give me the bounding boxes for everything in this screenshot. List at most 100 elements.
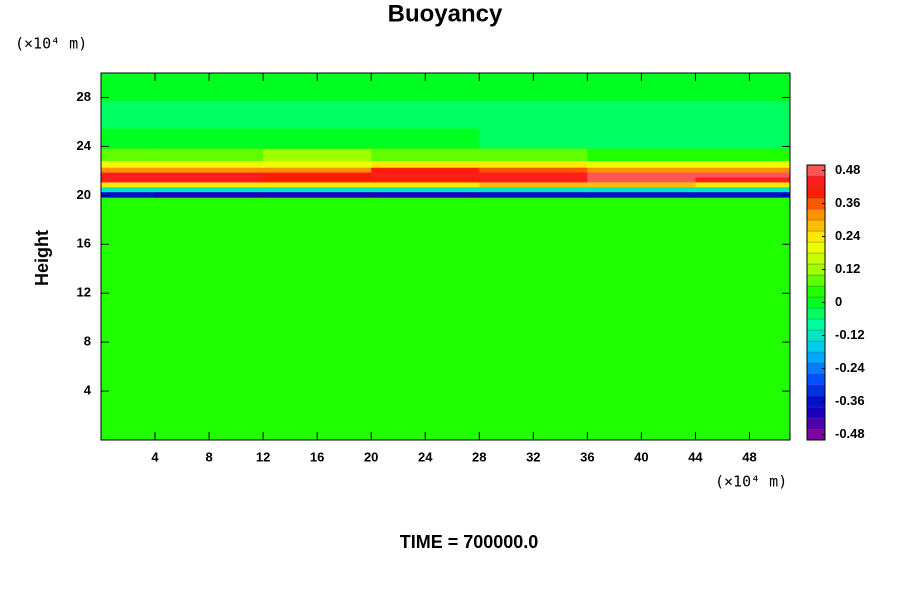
field-cell [263,186,372,193]
field-cell [155,172,264,178]
field-cell [479,181,588,188]
colorbar-tick-label: -0.24 [835,360,865,375]
y-tick-label: 8 [84,334,91,349]
x-tick-label: 28 [472,449,486,464]
field-cell [155,197,264,260]
colorbar-swatch [806,318,826,331]
colorbar: -0.48 -0.36 -0.24 -0.12 0 0.12 0.24 0.36 0.48 [806,162,865,441]
field-cell [587,258,696,380]
field-cell [155,186,264,193]
field-cell [695,181,791,188]
field-cell [479,100,588,129]
field-cell [587,181,696,188]
field-cell [371,378,480,441]
field-cell [101,197,156,260]
field-cell [587,128,696,149]
field-cell [479,128,588,149]
field-cell [263,378,372,441]
field-cell [587,100,696,129]
colorbar-swatch [806,285,826,298]
colorbar-swatch [806,417,826,430]
field-cell [371,148,480,161]
field-cell [695,148,791,161]
field-cell [101,181,156,188]
field-cell [155,258,264,380]
field-cell [371,181,480,188]
x-tick-label: 4 [151,449,159,464]
x-tick-label: 32 [526,449,540,464]
field-cell [479,160,588,168]
colorbar-swatch [806,219,826,232]
x-unit-label: (×10⁴ m) [715,473,787,491]
colorbar-swatch [806,406,826,419]
field-cell [371,167,480,173]
field-cell [587,186,696,193]
field-cell [371,191,480,198]
field-cell [101,186,156,193]
field-cell [101,73,156,102]
field-cell [587,378,696,441]
field-cell [263,258,372,380]
field-cell [695,191,791,198]
field-cell [479,191,588,198]
field-cell [155,100,264,129]
field-cell [587,176,696,183]
colorbar-tick-label: 0.24 [835,228,861,243]
x-tick-label: 40 [634,449,648,464]
field-cell [155,378,264,441]
colorbar-swatch [806,351,826,364]
x-tick-label: 48 [742,449,756,464]
field-cell [371,172,480,178]
field-cell [695,378,791,441]
field-cell [479,176,588,183]
colorbar-swatch [806,186,826,199]
field-cell [479,172,588,178]
field-cell [587,191,696,198]
colorbar-swatch [806,274,826,287]
field-cell [479,197,588,260]
colorbar-swatch [806,252,826,265]
y-tick-label: 16 [77,236,91,251]
field-cell [155,167,264,173]
field-cell [101,100,156,129]
field-cell [263,128,372,149]
field-cell [263,191,372,198]
field-cell [101,148,156,161]
field-cell [587,172,696,178]
field-cell [101,172,156,178]
colorbar-swatch [806,340,826,353]
x-tick-label: 12 [256,449,270,464]
field-cell [479,167,588,173]
field-cell [263,197,372,260]
x-tick-label: 44 [688,449,703,464]
field-cell [155,176,264,183]
y-unit-label: (×10⁴ m) [15,35,87,53]
y-tick-label: 28 [77,89,91,104]
field-cell [587,167,696,173]
field-cell [587,160,696,168]
colorbar-swatch [806,241,826,254]
field-cell [695,167,791,173]
colorbar-swatch [806,175,826,188]
field-cell [371,186,480,193]
field-cell [101,160,156,168]
field-cell [587,148,696,161]
field-cell [155,160,264,168]
y-axis-label: Height [32,230,52,286]
x-tick-label: 20 [364,449,378,464]
colorbar-tick-label: -0.12 [835,327,865,342]
field-cell [155,181,264,188]
field-cell [371,128,480,149]
colorbar-tick-label: -0.36 [835,393,865,408]
field-cell [155,148,264,161]
colorbar-swatch [806,384,826,397]
field-cell [371,100,480,129]
field-cell [587,197,696,260]
field-cell [371,160,480,168]
field-cell [695,186,791,193]
colorbar-swatch [806,307,826,320]
field-cell [695,73,791,102]
footer: TIME = 700000.0 [400,532,539,552]
